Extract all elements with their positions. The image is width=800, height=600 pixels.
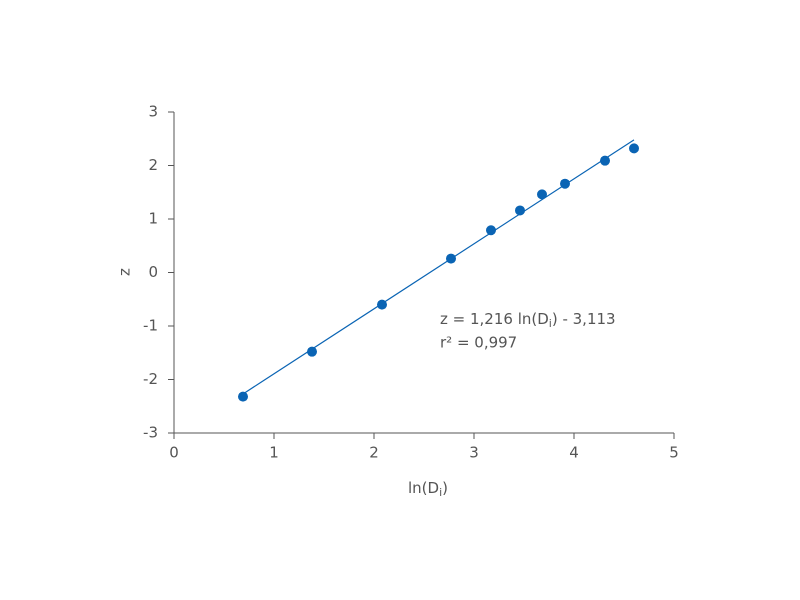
fit-line [242,139,635,395]
point [446,253,456,264]
x-axis-label: ln(Di) [408,479,448,500]
y-tick-label: 3 [148,103,158,121]
point [560,178,570,189]
point [629,143,639,154]
point [600,155,610,166]
x-tick-label: 0 [169,444,179,462]
y-tick-label: -3 [143,424,158,442]
y-tick-label: 2 [148,156,158,174]
point [515,205,525,216]
point [377,299,387,310]
point [307,346,317,357]
x-tick-label: 3 [469,444,479,462]
x-tick-label: 1 [269,444,279,462]
equation-annotation: z = 1,216 ln(Di) - 3,113 [440,310,616,331]
r2-annotation: r² = 0,997 [440,334,517,352]
x-tick-label: 4 [569,444,579,462]
x-tick-label: 2 [369,444,379,462]
x-tick-label: 5 [669,444,679,462]
point [486,225,496,236]
point [238,391,248,402]
point [537,189,547,200]
y-tick-label: -2 [143,370,158,388]
y-axis-label: z [116,268,134,276]
y-tick-label: 0 [148,263,158,281]
y-tick-label: 1 [148,210,158,228]
y-tick-label: -1 [143,317,158,335]
